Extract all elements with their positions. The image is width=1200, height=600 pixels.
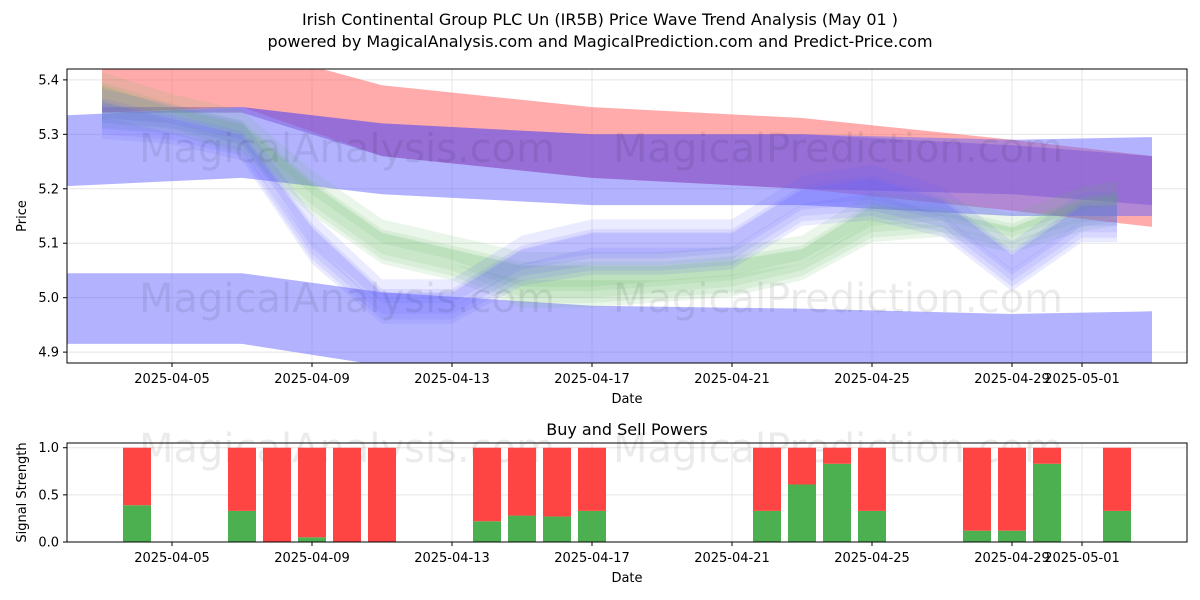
watermark: MagicalPrediction.com bbox=[613, 276, 1063, 322]
price-axes-frame bbox=[66, 68, 1188, 364]
buy-power-bar bbox=[963, 530, 991, 542]
x-tick-label: 2025-04-17 bbox=[554, 372, 630, 387]
price-wave-green bbox=[102, 85, 1117, 298]
price-wave-green bbox=[102, 82, 1117, 292]
price-wave-green bbox=[102, 100, 1117, 308]
price-wave-blue bbox=[102, 98, 1117, 308]
sell-power-bar bbox=[543, 447, 571, 517]
buy-power-bar bbox=[1103, 510, 1131, 542]
sell-power-bar bbox=[228, 447, 256, 511]
y-tick-label: 0.5 bbox=[38, 488, 59, 503]
y-tick-label: 5.2 bbox=[38, 182, 59, 197]
chart-title: Irish Continental Group PLC Un (IR5B) Pr… bbox=[301, 10, 899, 29]
y-tick-label: 0.0 bbox=[38, 536, 59, 551]
price-wave-blue bbox=[102, 101, 1117, 314]
x-tick-label: 2025-04-05 bbox=[134, 372, 210, 387]
y-axis-label: Price bbox=[15, 200, 30, 232]
x-tick-label: 2025-04-17 bbox=[554, 551, 630, 566]
x-tick-label: 2025-04-09 bbox=[274, 551, 350, 566]
sell-power-bar bbox=[1103, 447, 1131, 511]
x-axis-label: Date bbox=[611, 392, 642, 407]
x-tick-label: 2025-04-21 bbox=[694, 372, 770, 387]
sell-power-bar bbox=[263, 447, 291, 542]
buy-power-bar bbox=[823, 463, 851, 542]
price-wave-blue bbox=[102, 88, 1117, 304]
sell-power-bar bbox=[298, 447, 326, 538]
x-tick-label: 2025-04-09 bbox=[274, 372, 350, 387]
price-wave-green bbox=[102, 72, 1117, 287]
buy-power-bar bbox=[753, 510, 781, 542]
x-tick-label: 2025-04-13 bbox=[414, 372, 490, 387]
x-tick-label: 2025-04-05 bbox=[134, 551, 210, 566]
y-tick-label: 1.0 bbox=[38, 441, 59, 456]
sell-power-bar bbox=[368, 447, 396, 542]
trend-band-blue bbox=[67, 273, 1152, 363]
watermark: MagicalAnalysis.com bbox=[139, 276, 555, 322]
chart-subtitle: powered by MagicalAnalysis.com and Magic… bbox=[267, 32, 933, 51]
sell-power-bar bbox=[753, 447, 781, 511]
y-tick-label: 4.9 bbox=[38, 346, 59, 361]
y-tick-label: 5.1 bbox=[38, 237, 59, 252]
sell-power-bar bbox=[1033, 447, 1061, 464]
y-axis-label: Signal Strength bbox=[15, 442, 30, 542]
buy-power-bar bbox=[298, 537, 326, 542]
sell-power-bar bbox=[858, 447, 886, 511]
x-tick-label: 2025-05-01 bbox=[1044, 372, 1120, 387]
x-tick-label: 2025-05-01 bbox=[1044, 551, 1120, 566]
price-wave-green bbox=[102, 86, 1117, 304]
bar-chart-title: Buy and Sell Powers bbox=[546, 420, 708, 439]
buy-power-bar bbox=[858, 510, 886, 542]
sell-power-bar bbox=[333, 447, 361, 542]
price-wave-blue bbox=[102, 102, 1117, 320]
sell-power-bar bbox=[508, 447, 536, 516]
buy-power-bar bbox=[473, 521, 501, 542]
x-tick-label: 2025-04-25 bbox=[834, 551, 910, 566]
x-tick-label: 2025-04-21 bbox=[694, 551, 770, 566]
buy-power-bar bbox=[543, 516, 571, 542]
buy-power-bar bbox=[788, 484, 816, 542]
sell-power-bar bbox=[473, 447, 501, 522]
buy-power-bar bbox=[508, 515, 536, 542]
trend-band-blue bbox=[67, 107, 1152, 216]
buy-power-bar bbox=[998, 530, 1026, 542]
buy-power-bar bbox=[228, 510, 256, 542]
sell-power-bar bbox=[823, 447, 851, 464]
x-tick-label: 2025-04-29 bbox=[974, 372, 1050, 387]
price-plot-area bbox=[67, 69, 1152, 363]
price-wave-blue bbox=[102, 116, 1117, 324]
watermark: MagicalAnalysis.com bbox=[139, 126, 555, 172]
sell-power-bar bbox=[963, 447, 991, 531]
watermark: MagicalPrediction.com bbox=[613, 126, 1063, 172]
sell-power-bar bbox=[788, 447, 816, 485]
x-tick-label: 2025-04-25 bbox=[834, 372, 910, 387]
y-tick-label: 5.3 bbox=[38, 128, 59, 143]
y-tick-label: 5.0 bbox=[38, 291, 59, 306]
sell-power-bar bbox=[998, 447, 1026, 531]
x-tick-label: 2025-04-13 bbox=[414, 551, 490, 566]
x-axis-label: Date bbox=[611, 571, 642, 586]
buy-power-bar bbox=[123, 505, 151, 542]
y-tick-label: 5.4 bbox=[38, 73, 59, 88]
x-tick-label: 2025-04-29 bbox=[974, 551, 1050, 566]
sell-power-bar bbox=[578, 447, 606, 511]
buy-power-bar bbox=[1033, 463, 1061, 542]
buy-power-bar bbox=[578, 510, 606, 542]
sell-power-bar bbox=[123, 447, 151, 506]
signal-axes-frame bbox=[66, 442, 1188, 543]
